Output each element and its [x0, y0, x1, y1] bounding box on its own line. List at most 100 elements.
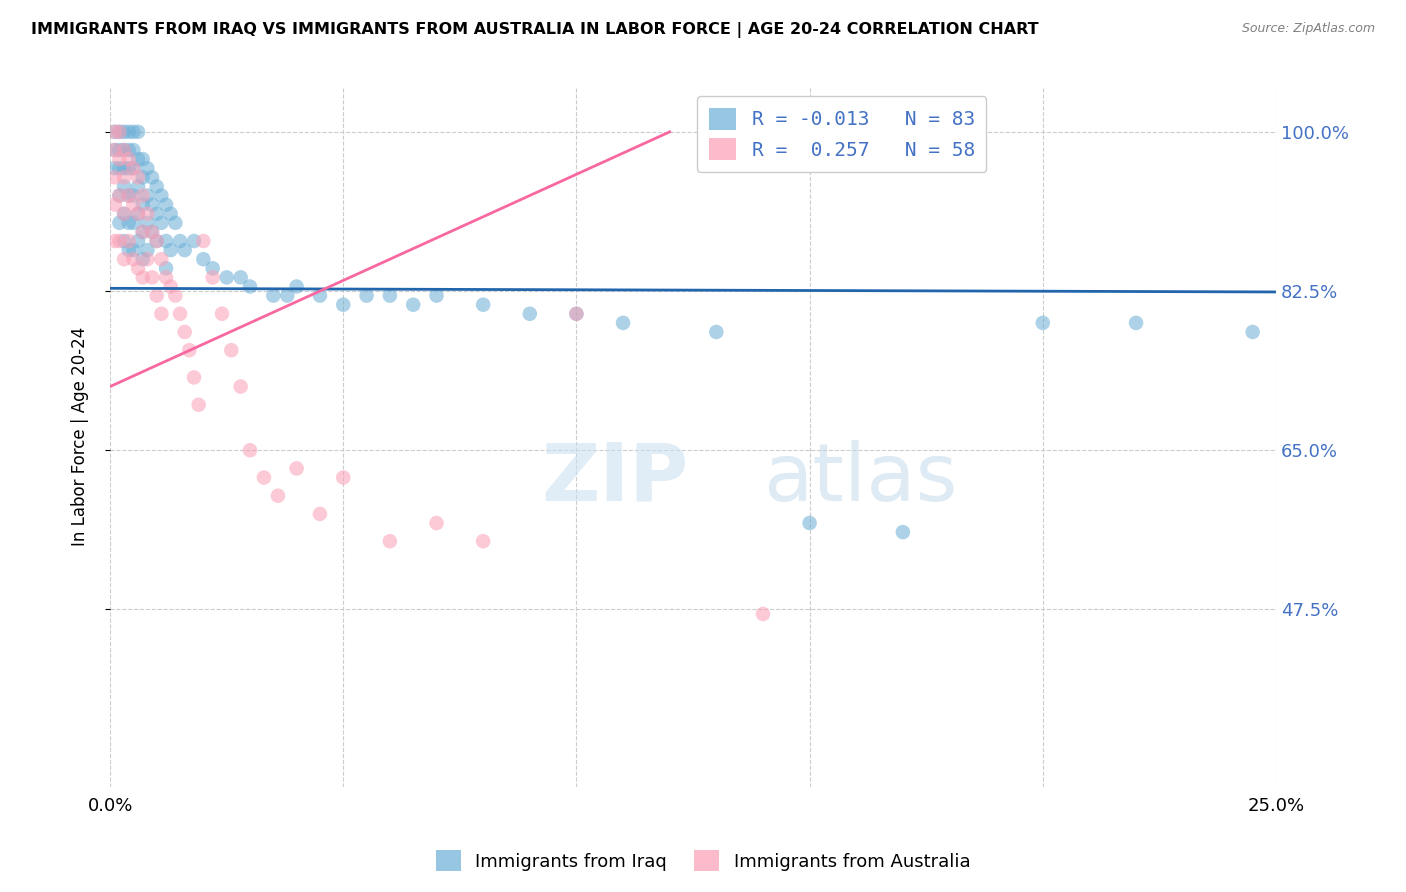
Point	[108, 152, 131, 166]
Point	[159, 243, 181, 257]
Point	[122, 252, 145, 267]
Point	[193, 252, 215, 267]
Point	[108, 161, 131, 176]
Y-axis label: In Labor Force | Age 20-24: In Labor Force | Age 20-24	[72, 327, 89, 546]
Point	[127, 152, 149, 166]
Point	[104, 161, 127, 176]
Point	[565, 307, 588, 321]
Point	[276, 288, 298, 302]
Point	[112, 252, 135, 267]
Point	[104, 143, 127, 157]
Point	[141, 197, 163, 211]
Point	[108, 125, 131, 139]
Point	[108, 188, 131, 202]
Point	[136, 207, 159, 221]
Text: IMMIGRANTS FROM IRAQ VS IMMIGRANTS FROM AUSTRALIA IN LABOR FORCE | AGE 20-24 COR: IMMIGRANTS FROM IRAQ VS IMMIGRANTS FROM …	[31, 22, 1039, 38]
Point	[127, 170, 149, 185]
Point	[108, 234, 131, 248]
Point	[1032, 316, 1054, 330]
Point	[136, 216, 159, 230]
Point	[378, 534, 401, 549]
Point	[145, 207, 167, 221]
Point	[612, 316, 634, 330]
Point	[127, 234, 149, 248]
Point	[112, 179, 135, 194]
Point	[183, 234, 205, 248]
Point	[132, 270, 155, 285]
Point	[169, 307, 191, 321]
Point	[112, 207, 135, 221]
Point	[155, 270, 177, 285]
Point	[145, 179, 167, 194]
Point	[118, 161, 141, 176]
Point	[165, 216, 187, 230]
Point	[159, 279, 181, 293]
Point	[332, 470, 354, 484]
Point	[127, 207, 149, 221]
Point	[267, 489, 290, 503]
Point	[150, 188, 173, 202]
Point	[112, 170, 135, 185]
Point	[201, 261, 224, 276]
Point	[425, 516, 447, 530]
Point	[108, 188, 131, 202]
Point	[891, 525, 914, 540]
Point	[122, 243, 145, 257]
Point	[155, 197, 177, 211]
Point	[239, 443, 262, 458]
Point	[127, 125, 149, 139]
Point	[118, 152, 141, 166]
Point	[193, 234, 215, 248]
Point	[118, 188, 141, 202]
Point	[112, 161, 135, 176]
Point	[332, 298, 354, 312]
Point	[132, 225, 155, 239]
Point	[104, 125, 127, 139]
Point	[112, 207, 135, 221]
Point	[112, 125, 135, 139]
Point	[141, 270, 163, 285]
Point	[104, 170, 127, 185]
Point	[122, 161, 145, 176]
Point	[122, 197, 145, 211]
Point	[145, 288, 167, 302]
Point	[1125, 316, 1147, 330]
Point	[229, 379, 252, 393]
Point	[141, 225, 163, 239]
Point	[173, 243, 195, 257]
Point	[173, 325, 195, 339]
Point	[145, 234, 167, 248]
Point	[309, 507, 332, 521]
Point	[132, 188, 155, 202]
Point	[150, 216, 173, 230]
Point	[145, 234, 167, 248]
Point	[141, 225, 163, 239]
Point	[122, 216, 145, 230]
Point	[132, 225, 155, 239]
Point	[118, 234, 141, 248]
Point	[704, 325, 727, 339]
Point	[1241, 325, 1264, 339]
Legend: Immigrants from Iraq, Immigrants from Australia: Immigrants from Iraq, Immigrants from Au…	[429, 843, 977, 879]
Point	[132, 152, 155, 166]
Text: Source: ZipAtlas.com: Source: ZipAtlas.com	[1241, 22, 1375, 36]
Point	[118, 125, 141, 139]
Point	[239, 279, 262, 293]
Point	[127, 261, 149, 276]
Point	[211, 307, 233, 321]
Point	[356, 288, 378, 302]
Point	[141, 170, 163, 185]
Point	[221, 343, 243, 358]
Point	[799, 516, 821, 530]
Point	[104, 143, 127, 157]
Point	[155, 234, 177, 248]
Point	[187, 398, 209, 412]
Point	[127, 207, 149, 221]
Point	[108, 216, 131, 230]
Point	[229, 270, 252, 285]
Point	[165, 288, 187, 302]
Point	[183, 370, 205, 384]
Point	[118, 143, 141, 157]
Point	[122, 125, 145, 139]
Text: atlas: atlas	[763, 440, 957, 517]
